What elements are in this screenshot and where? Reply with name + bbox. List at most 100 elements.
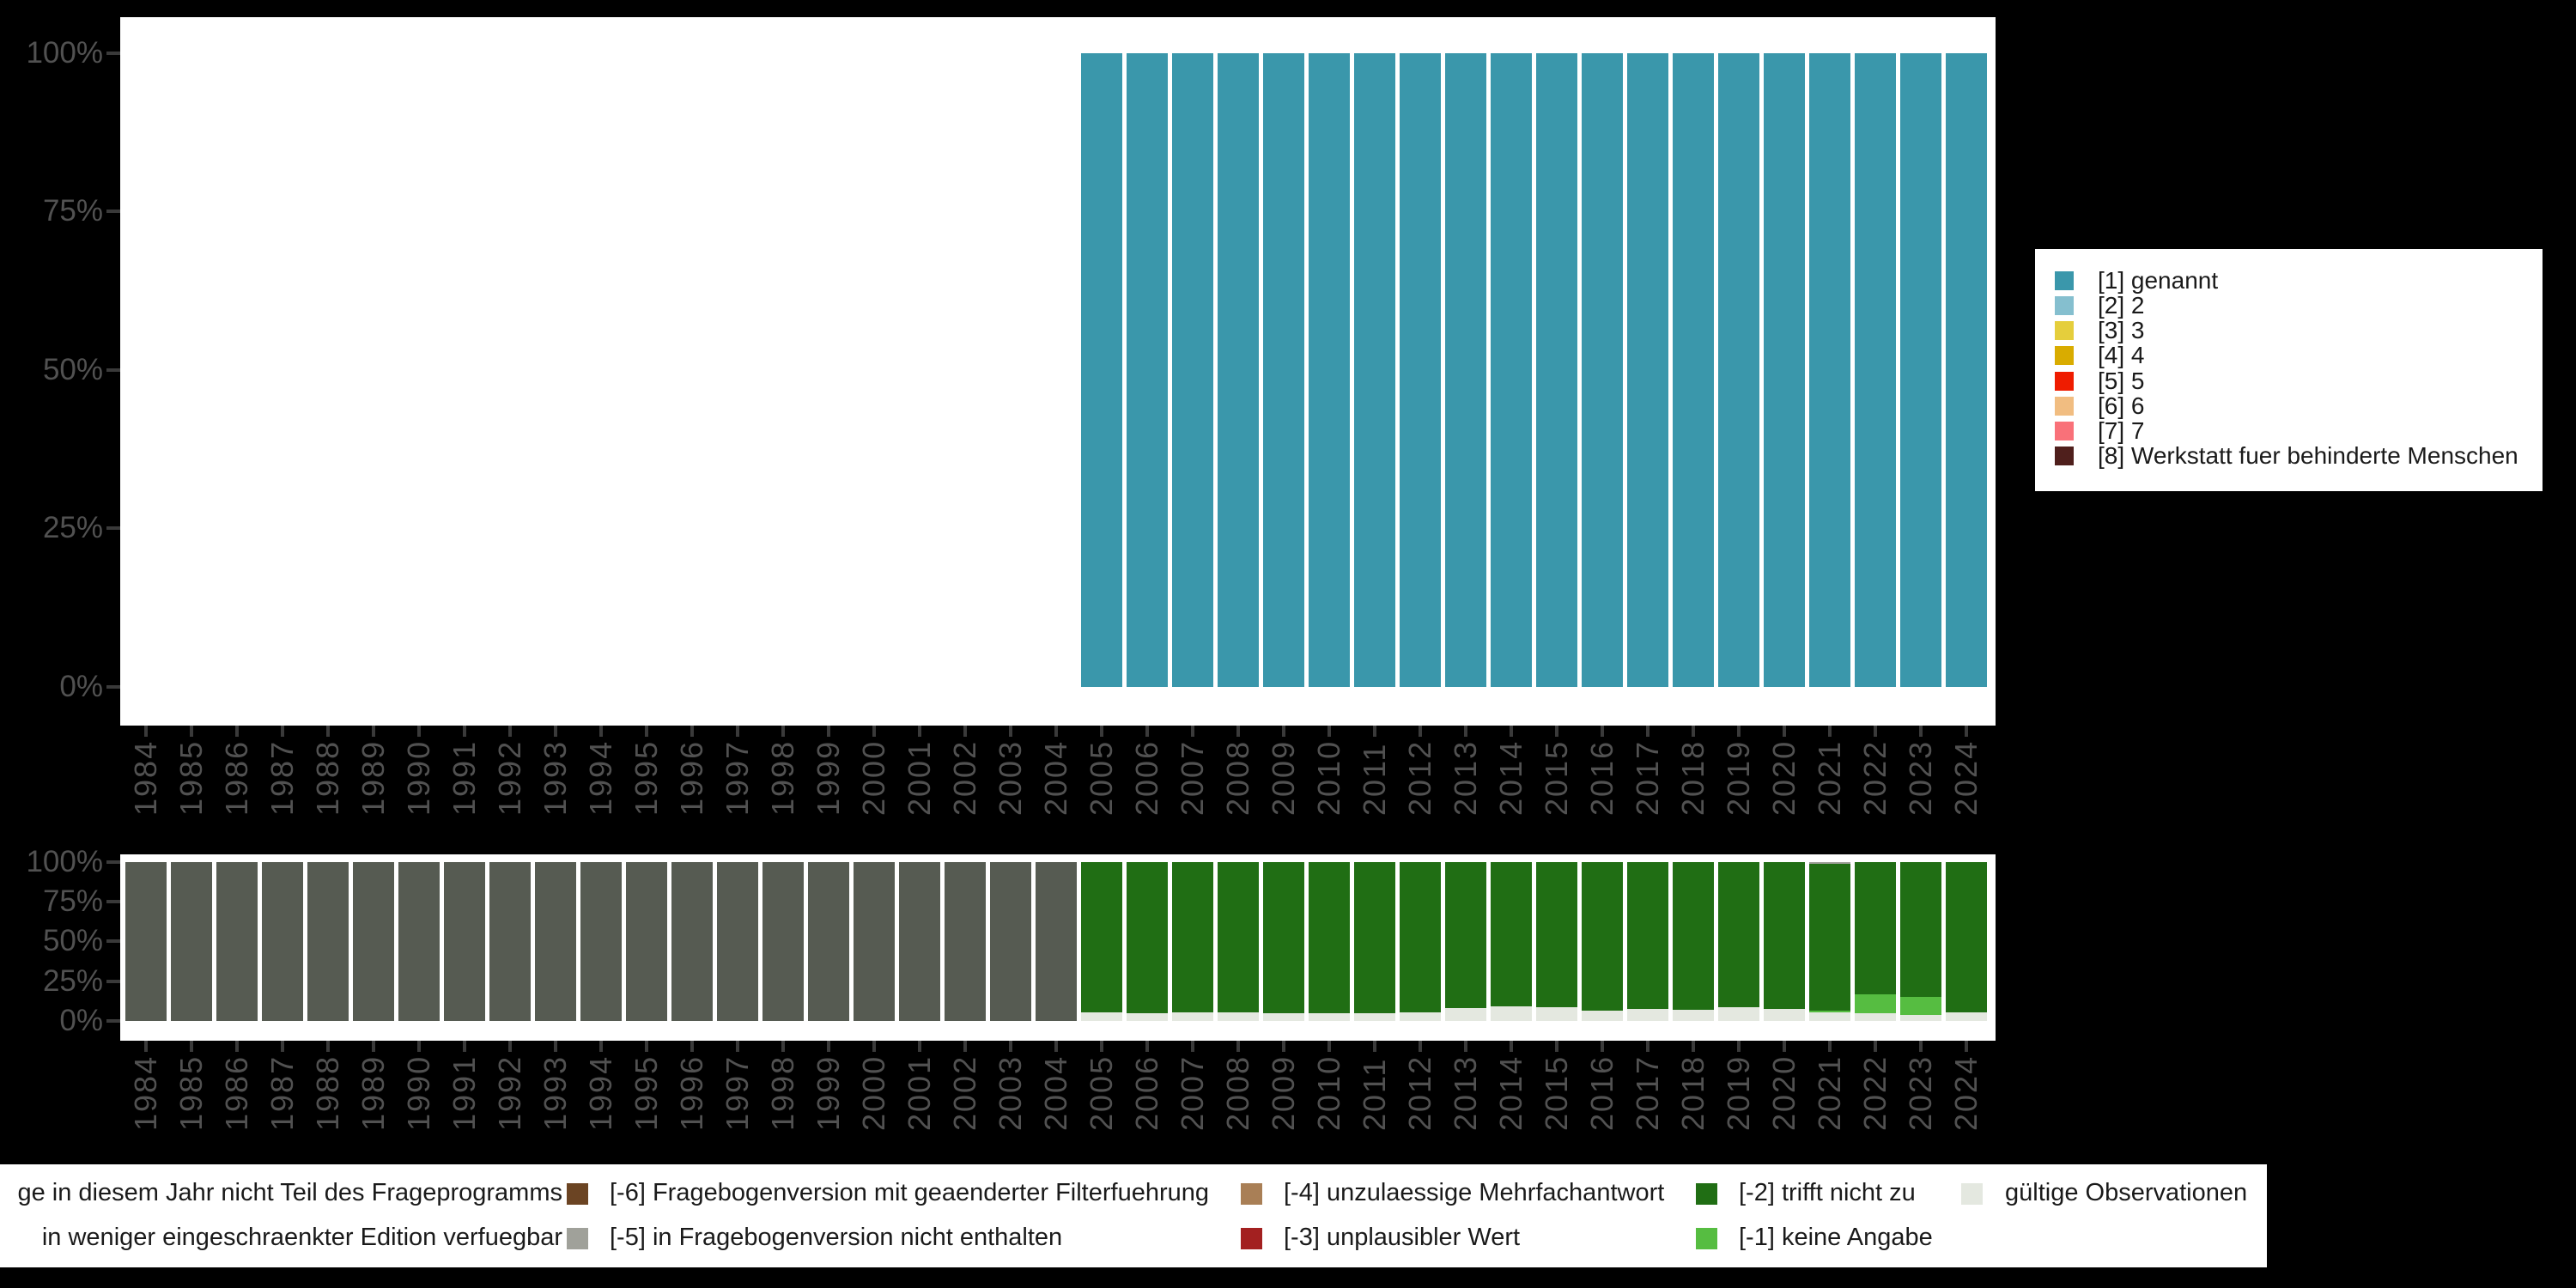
top-chart-x-tick: [872, 726, 876, 737]
bar-1999-segment: [808, 862, 849, 1021]
legend-swatch-5: [2055, 371, 2074, 391]
bar-2008-segment: [1218, 1012, 1259, 1021]
bottom-chart-x-tick: [1327, 1041, 1331, 1052]
bar-2000-segment: [854, 862, 895, 1021]
top-chart-x-tick: [372, 726, 375, 737]
top-chart-x-tick: [1965, 726, 1968, 737]
bottom-chart-x-tick: [690, 1041, 694, 1052]
bar-2001-segment: [899, 862, 940, 1021]
bar-2018-segment: [1673, 1010, 1714, 1021]
bottom-chart-x-tick: [872, 1041, 876, 1052]
bar-2019-segment: [1718, 862, 1759, 1008]
missing-legend-label: [-6] Fragebogenversion mit geaenderter F…: [610, 1179, 1209, 1206]
bottom-chart-x-tick: [918, 1041, 921, 1052]
legend-label-6: [6] 6: [2098, 392, 2145, 419]
bar-2002-segment: [945, 862, 986, 1021]
bar-2013-segment: [1445, 1008, 1486, 1021]
top-chart-y-tick: [106, 368, 120, 372]
bottom-chart-y-tick-label: 75%: [42, 884, 103, 918]
top-chart-year-label: 2016: [1584, 739, 1619, 816]
bar-2003-segment: [990, 862, 1031, 1021]
bar-2015-segment: [1536, 53, 1577, 687]
bottom-chart-year-label: 2007: [1175, 1054, 1210, 1131]
legend-swatch-3: [2055, 321, 2074, 341]
bottom-chart-year-label: 1996: [674, 1054, 709, 1131]
missing-legend-label: gültige Observationen: [2005, 1180, 2248, 1206]
bar-2021-segment: [1809, 53, 1850, 687]
bottom-chart-y-tick-label: 25%: [42, 964, 103, 998]
top-chart-year-label: 1986: [219, 739, 254, 816]
top-chart-year-label: 1993: [538, 739, 573, 816]
bar-2022-segment: [1855, 53, 1896, 687]
top-chart-year-label: 2014: [1493, 739, 1528, 816]
top-chart-year-label: 2022: [1857, 739, 1893, 816]
bottom-chart-x-tick: [1601, 1041, 1604, 1052]
top-chart-x-tick: [599, 726, 603, 737]
bar-2012-segment: [1400, 862, 1441, 1012]
bar-2018-segment: [1673, 53, 1714, 687]
top-chart-x-tick: [235, 726, 239, 737]
bar-2010-segment: [1309, 1012, 1350, 1021]
bar-2024-segment: [1946, 53, 1987, 687]
bar-2005-segment: [1081, 1012, 1122, 1021]
top-chart-x-tick: [1555, 726, 1558, 737]
bottom-chart-x-tick: [1145, 1041, 1149, 1052]
top-chart-year-label: 1999: [811, 739, 846, 816]
bottom-chart-x-tick: [1874, 1041, 1877, 1052]
top-chart-x-tick: [1327, 726, 1331, 737]
bar-1998-segment: [762, 862, 804, 1021]
legend-label-3: [3] 3: [2098, 317, 2145, 344]
bar-2010-segment: [1309, 53, 1350, 687]
top-chart-x-tick: [1236, 726, 1240, 737]
bottom-chart-x-tick: [144, 1041, 148, 1052]
top-chart-y-tick: [106, 526, 120, 530]
top-chart-year-label: 2011: [1357, 742, 1392, 816]
top-chart-x-tick: [1419, 726, 1422, 737]
legend-swatch-4: [2055, 346, 2074, 366]
bottom-chart-x-tick: [281, 1041, 284, 1052]
legend-swatch-7: [2055, 421, 2074, 440]
bottom-chart-x-tick: [554, 1041, 557, 1052]
top-chart-x-tick: [190, 726, 193, 737]
bar-2021-segment: [1809, 862, 1850, 864]
bottom-chart-year-label: 1995: [629, 1054, 664, 1131]
top-chart-y-tick-label: 0%: [59, 670, 103, 703]
bar-2024-segment: [1946, 862, 1987, 1012]
bar-2022-segment: [1855, 862, 1896, 994]
legend-swatch-6: [2055, 396, 2074, 416]
bar-2021-segment: [1809, 863, 1850, 1011]
bar-2008-segment: [1218, 53, 1259, 687]
bottom-chart-y-tick: [106, 1019, 120, 1023]
missing-legend-swatch: [1696, 1183, 1717, 1205]
top-chart-x-tick: [736, 726, 739, 737]
bar-2007-segment: [1172, 862, 1213, 1013]
bar-1996-segment: [671, 862, 713, 1021]
top-chart-year-label: 1994: [583, 739, 618, 816]
bar-2021-segment: [1809, 1012, 1850, 1021]
bottom-chart-year-label: 1984: [128, 1054, 163, 1131]
bottom-chart-year-label: 2008: [1220, 1054, 1255, 1131]
missing-legend-label-clipped: in weniger eingeschraenkter Edition verf…: [41, 1224, 562, 1251]
top-chart-year-label: 1992: [492, 739, 527, 816]
bar-2017-segment: [1627, 862, 1668, 1010]
bar-2017-segment: [1627, 1009, 1668, 1021]
top-chart-year-label: 1998: [765, 739, 800, 816]
bar-2016-segment: [1582, 1010, 1623, 1021]
top-chart-x-tick: [690, 726, 694, 737]
bottom-chart-x-tick: [1555, 1041, 1558, 1052]
bar-2005-segment: [1081, 862, 1122, 1012]
bottom-chart-x-tick: [417, 1041, 421, 1052]
top-chart-x-tick: [1464, 726, 1467, 737]
bar-2007-segment: [1172, 1012, 1213, 1021]
bottom-chart-x-tick: [599, 1041, 603, 1052]
top-chart-x-tick: [281, 726, 284, 737]
bottom-chart-x-tick: [372, 1041, 375, 1052]
bottom-chart-x-tick: [1282, 1041, 1285, 1052]
bar-2023-segment: [1900, 1014, 1941, 1021]
top-chart-x-tick: [1692, 726, 1695, 737]
bar-2023-segment: [1900, 862, 1941, 998]
missing-legend-swatch: [567, 1183, 588, 1205]
bottom-chart-year-label: 2018: [1675, 1054, 1710, 1131]
bar-2004-segment: [1036, 862, 1077, 1021]
bar-2010-segment: [1309, 862, 1350, 1013]
